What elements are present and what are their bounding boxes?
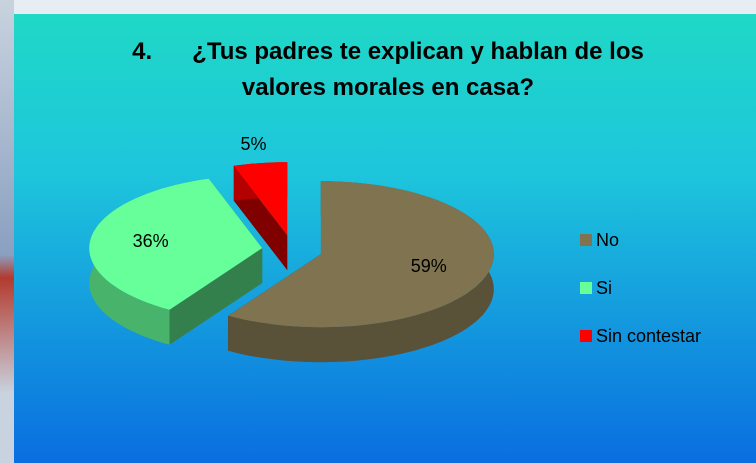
- data-label: 36%: [133, 231, 169, 251]
- legend-swatch: [580, 234, 592, 246]
- side-strip: [0, 0, 14, 463]
- legend-swatch: [580, 282, 592, 294]
- slice-top: [228, 181, 494, 328]
- legend-label: Sin contestar: [596, 326, 701, 346]
- slice-top: [89, 178, 263, 310]
- data-label: 5%: [240, 134, 266, 154]
- legend-label: Si: [596, 278, 612, 298]
- pie-slice: [89, 178, 263, 345]
- slice-top: [233, 162, 288, 236]
- data-label: 59%: [411, 256, 447, 276]
- legend-swatch: [580, 330, 592, 342]
- slice-cut-face: [169, 248, 263, 345]
- pie-slice: [228, 181, 494, 363]
- legend-label: No: [596, 230, 619, 250]
- chart-title: 4. ¿Tus padres te explican y hablan de l…: [132, 38, 651, 101]
- pie-slice: [233, 162, 288, 271]
- legend: No Si Sin contestar: [580, 230, 701, 346]
- pie: 59% 36% 5%: [89, 134, 494, 363]
